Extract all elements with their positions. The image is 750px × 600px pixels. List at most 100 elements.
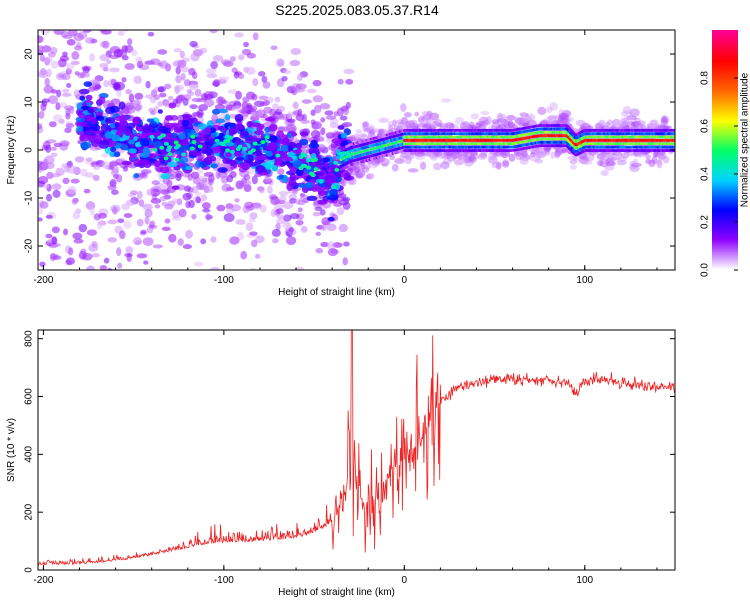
spectrogram-cell [100, 272, 106, 279]
spectrogram-cell [79, 168, 88, 177]
spectrogram-cell [105, 116, 116, 124]
spectrogram-cell [90, 279, 96, 286]
spectrogram-cell [327, 194, 339, 201]
spectrogram-cell [449, 122, 455, 130]
spectrogram-cell [621, 120, 629, 129]
spectrogram-cell [626, 115, 637, 121]
spectrogram-cell [321, 217, 330, 226]
spectrogram-cell [200, 238, 207, 245]
spectrogram-cell [82, 30, 92, 33]
spectrogram-cell [248, 218, 256, 223]
spectrogram-cell [227, 89, 239, 94]
spectrogram-cell [462, 123, 469, 131]
spectrogram-cell [164, 218, 171, 224]
spectrogram-cell [73, 238, 84, 244]
spectrogram-cell [271, 228, 281, 237]
spectrogram-cell [88, 244, 99, 252]
spectrogram-cell [136, 20, 144, 28]
spectrogram-cell [630, 121, 640, 127]
spectrogram-cell [519, 153, 531, 162]
spectrogram-cell [118, 101, 126, 110]
spectrogram-cell [400, 119, 408, 127]
spectrogram-cell [205, 68, 217, 74]
spectrogram-cell [264, 160, 274, 169]
spectrogram-cell [583, 122, 592, 131]
spectrogram-cell [121, 30, 130, 32]
spectrogram-cell [462, 155, 473, 164]
spectrogram-cell [354, 163, 366, 171]
spectrogram-cell [460, 151, 467, 157]
spectrogram-cell [398, 123, 405, 128]
spectrogram-cell [270, 209, 277, 218]
spectrogram-cell [40, 290, 47, 297]
spectrogram-cell [275, 222, 281, 231]
spectrogram-cell [117, 292, 123, 299]
spectrogram-cell [264, 117, 276, 122]
spectrogram-cell [594, 122, 602, 129]
spectrogram-cell [547, 115, 557, 120]
spectrogram-cell [182, 244, 192, 250]
spectrogram-cell [151, 180, 160, 185]
spectrogram-cell [645, 158, 652, 164]
spectrogram-cell [405, 120, 412, 130]
spectrogram-cell [157, 49, 168, 55]
spectrogram-cell [157, 101, 164, 107]
spectrogram-cell [616, 159, 627, 166]
spectrogram-cell [277, 60, 284, 67]
spectrogram-cell [653, 152, 662, 158]
spectrogram-cell [525, 113, 536, 122]
spectrogram-cell [103, 304, 114, 311]
spectrogram-cell [196, 169, 204, 174]
spectrogram-cell [250, 239, 258, 248]
spectrogram-cell [282, 126, 289, 131]
spectrogram-cell [141, 132, 147, 140]
spectrogram-cell [479, 122, 489, 127]
spectrogram-cell [500, 151, 507, 156]
spectrogram-cell [132, 103, 143, 111]
spectrogram-cell [85, 131, 96, 137]
spectrogram-cell [487, 151, 497, 161]
spectrogram-cell [215, 118, 226, 124]
spectrogram-cell [640, 123, 647, 131]
spectrogram-cell [326, 223, 337, 232]
spectrogram-cell [53, 381, 58, 387]
spectrogram-cell [240, 250, 248, 260]
spectrogram-cell [537, 106, 547, 116]
spectrogram-cell [47, 95, 59, 104]
spectrogram-cell [92, 164, 101, 171]
spectrogram-cell [294, 266, 305, 270]
spectrogram-cell [225, 151, 232, 158]
spectrogram-cell [119, 350, 127, 357]
spectrogram-cell [454, 117, 465, 125]
spectrogram-cell [159, 195, 167, 202]
spectrogram-cell [469, 150, 478, 157]
spectrogram-cell [125, 246, 134, 254]
spectrogram-cell [152, 244, 164, 249]
spectrogram-cell [414, 150, 425, 157]
spectrogram-cell [198, 175, 208, 181]
spectrogram-cell [80, 316, 90, 325]
spectrogram-cell [39, 201, 49, 209]
spectrogram-cell [202, 208, 211, 213]
spectrogram-cell [78, 112, 85, 119]
spectrogram-cell [61, 73, 71, 81]
spectrogram-cell [72, 211, 81, 220]
spectrogram-cell [440, 161, 450, 170]
spectrogram-cell [281, 134, 289, 140]
spectrogram-cell [401, 116, 408, 125]
spectrogram-cell [295, 168, 304, 177]
spectrogram-cell [550, 119, 561, 126]
spectrogram-cell [194, 89, 202, 97]
spectrogram-cell [201, 143, 207, 151]
spectrogram-cell [542, 118, 552, 124]
spectrogram-cell [47, 296, 54, 304]
spectrogram-cell [40, 30, 51, 35]
spectrogram-cell [160, 173, 171, 180]
spectrogram-cell [550, 151, 556, 159]
spectrogram-cell [253, 130, 265, 135]
spectrogram-cell [460, 122, 467, 131]
spectrogram-cell [508, 119, 514, 129]
spectrogram-cell [478, 116, 489, 124]
spectrogram-cell [113, 49, 123, 58]
spectrogram-cell [633, 150, 640, 157]
